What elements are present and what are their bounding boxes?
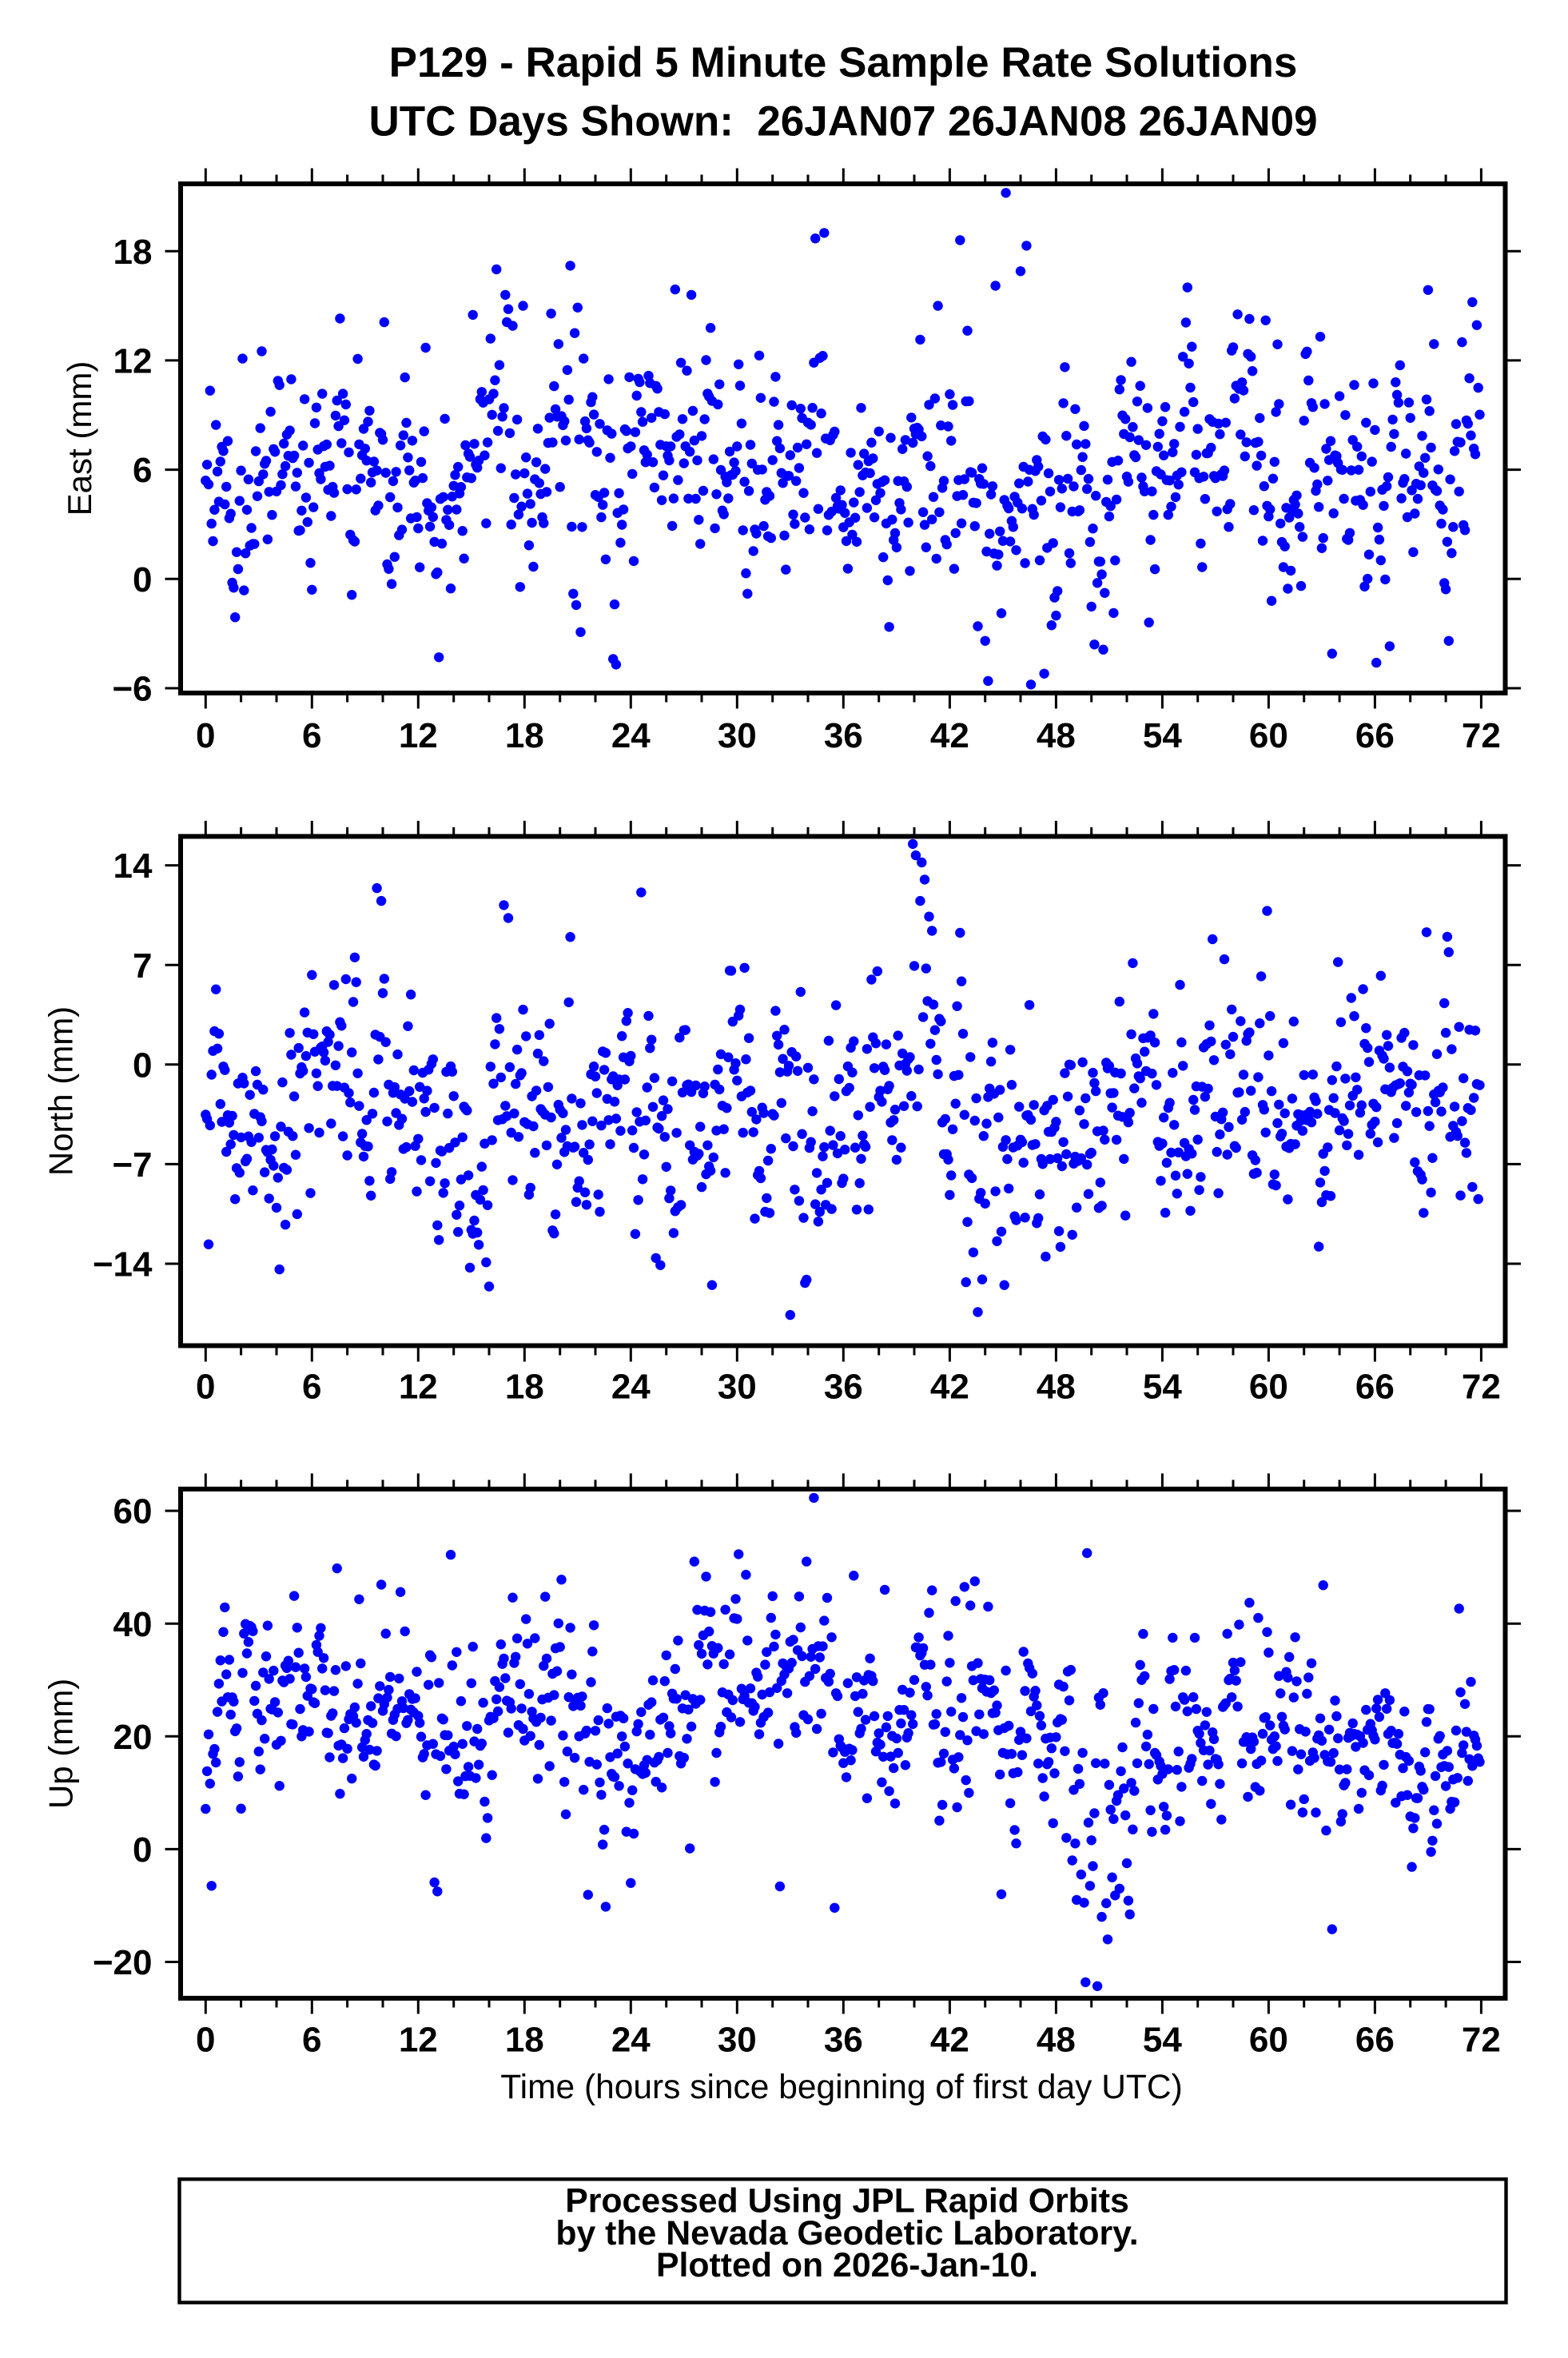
- svg-text:−6: −6: [112, 670, 152, 709]
- svg-text:18: 18: [113, 233, 153, 272]
- svg-text:42: 42: [930, 2020, 969, 2059]
- svg-text:48: 48: [1037, 1367, 1076, 1406]
- svg-text:12: 12: [399, 716, 438, 755]
- svg-text:Up (mm): Up (mm): [42, 1679, 80, 1809]
- svg-text:Plotted on 2026-Jan-10.: Plotted on 2026-Jan-10.: [656, 2246, 1038, 2284]
- svg-text:−20: −20: [93, 1943, 153, 1982]
- svg-text:6: 6: [302, 2020, 321, 2059]
- svg-text:36: 36: [824, 2020, 863, 2059]
- svg-text:−7: −7: [112, 1145, 152, 1185]
- svg-text:48: 48: [1037, 716, 1076, 755]
- svg-text:60: 60: [1249, 716, 1288, 755]
- svg-text:12: 12: [113, 342, 153, 381]
- svg-text:72: 72: [1462, 2020, 1501, 2059]
- svg-text:0: 0: [196, 1367, 215, 1406]
- svg-text:24: 24: [611, 2020, 651, 2059]
- svg-text:66: 66: [1355, 1367, 1395, 1406]
- svg-text:42: 42: [930, 1367, 969, 1406]
- svg-text:42: 42: [930, 716, 969, 755]
- svg-text:18: 18: [505, 716, 544, 755]
- svg-text:72: 72: [1462, 1367, 1501, 1406]
- svg-text:66: 66: [1355, 716, 1395, 755]
- svg-text:6: 6: [302, 1367, 321, 1406]
- svg-text:36: 36: [824, 716, 863, 755]
- svg-text:0: 0: [196, 716, 215, 755]
- svg-text:6: 6: [133, 451, 152, 490]
- svg-text:Time (hours since beginning of: Time (hours since beginning of first day…: [500, 2069, 1182, 2106]
- svg-text:UTC Days Shown: 26JAN07 26JAN: UTC Days Shown: 26JAN07 26JAN08 26JAN09: [368, 98, 1317, 145]
- svg-text:30: 30: [718, 1367, 757, 1406]
- svg-text:54: 54: [1143, 1367, 1182, 1406]
- svg-text:−14: −14: [93, 1245, 153, 1285]
- svg-text:P129 - Rapid 5 Minute Sample R: P129 - Rapid 5 Minute Sample Rate Soluti…: [389, 39, 1298, 86]
- svg-text:48: 48: [1037, 2020, 1076, 2059]
- svg-text:24: 24: [611, 716, 651, 755]
- svg-text:14: 14: [113, 846, 153, 886]
- svg-text:72: 72: [1462, 716, 1501, 755]
- svg-text:36: 36: [824, 1367, 863, 1406]
- svg-text:0: 0: [133, 560, 152, 599]
- svg-text:60: 60: [1249, 1367, 1288, 1406]
- svg-text:30: 30: [718, 2020, 757, 2059]
- svg-text:20: 20: [113, 1718, 153, 1757]
- svg-text:12: 12: [399, 1367, 438, 1406]
- svg-text:0: 0: [133, 1046, 152, 1085]
- svg-text:East (mm): East (mm): [61, 361, 98, 516]
- svg-text:North (mm): North (mm): [42, 1006, 80, 1176]
- svg-text:40: 40: [113, 1605, 153, 1644]
- svg-text:54: 54: [1143, 2020, 1182, 2059]
- svg-text:18: 18: [505, 2020, 544, 2059]
- svg-text:0: 0: [133, 1830, 152, 1870]
- svg-text:66: 66: [1355, 2020, 1395, 2059]
- svg-text:Processed Using JPL Rapid Orbi: Processed Using JPL Rapid Orbits: [565, 2182, 1129, 2221]
- svg-text:18: 18: [505, 1367, 544, 1406]
- svg-text:12: 12: [399, 2020, 438, 2059]
- svg-text:7: 7: [133, 946, 152, 986]
- svg-text:54: 54: [1143, 716, 1182, 755]
- svg-text:24: 24: [611, 1367, 651, 1406]
- svg-text:0: 0: [196, 2020, 215, 2059]
- svg-text:6: 6: [302, 716, 321, 755]
- svg-text:60: 60: [1249, 2020, 1288, 2059]
- svg-text:60: 60: [113, 1492, 153, 1532]
- svg-text:30: 30: [718, 716, 757, 755]
- svg-text:by the Nevada Geodetic Laborat: by the Nevada Geodetic Laboratory.: [555, 2214, 1138, 2252]
